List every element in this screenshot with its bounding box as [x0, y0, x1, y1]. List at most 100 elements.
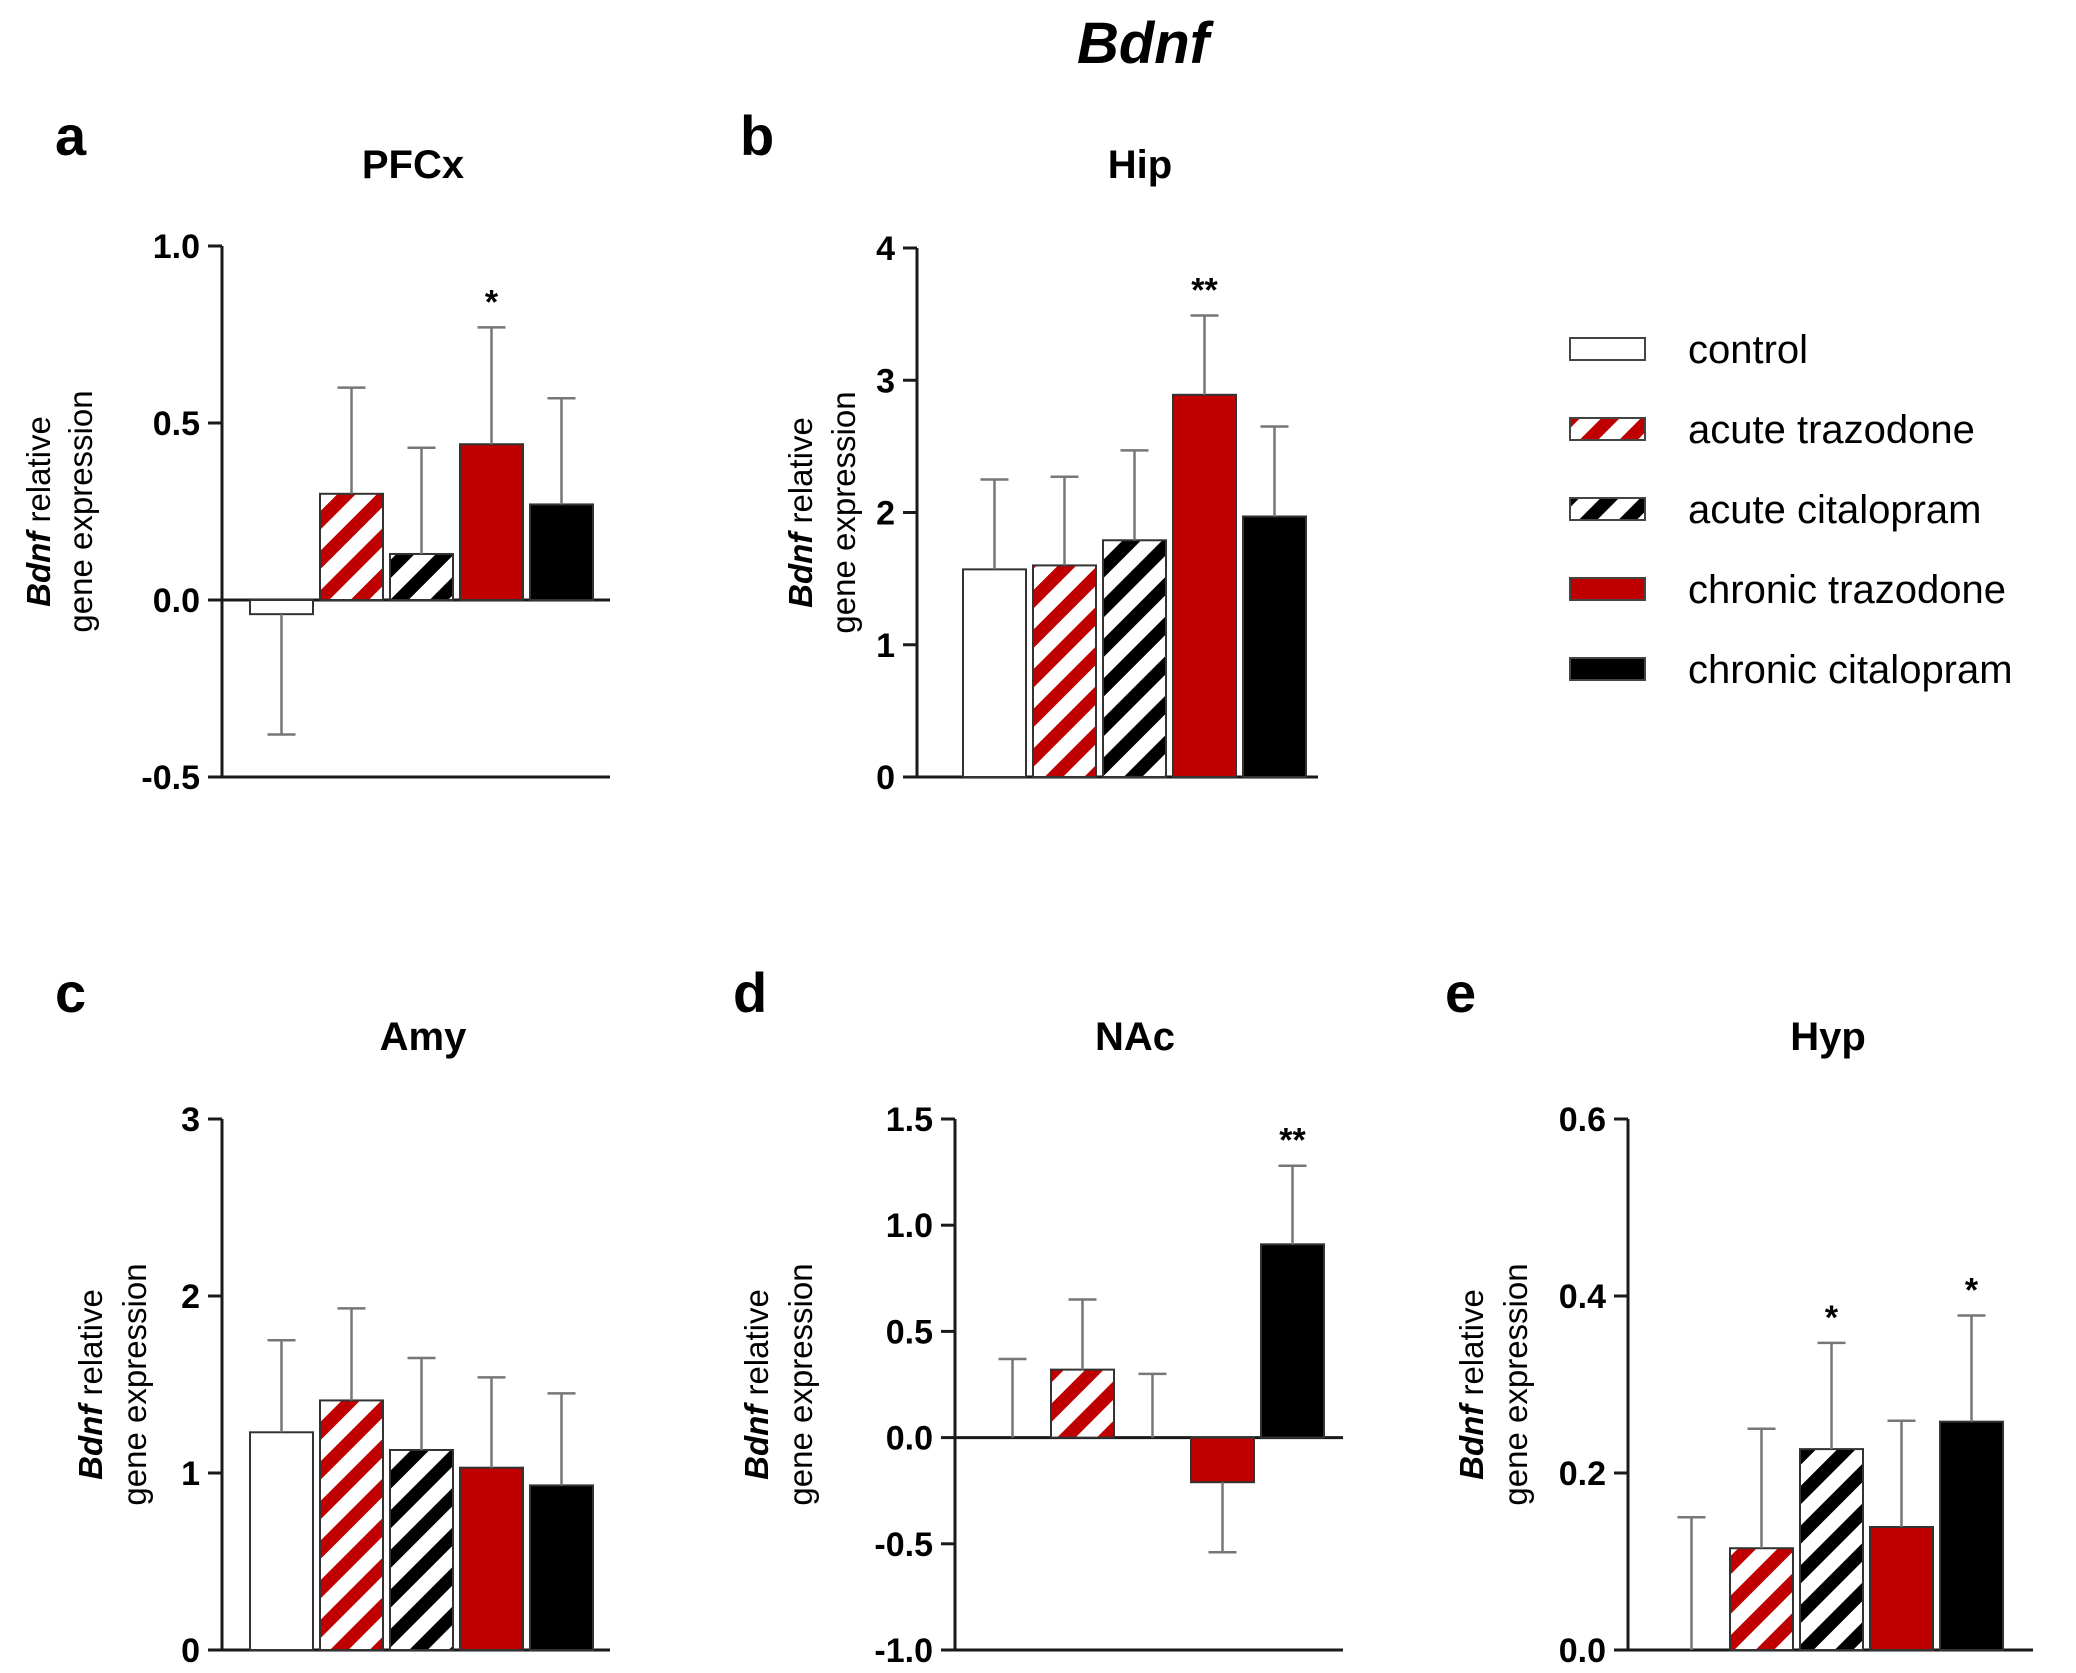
bar-chronic-citalopram — [1260, 1243, 1325, 1439]
bar-chronic-trazodone — [459, 1466, 524, 1651]
y-axis-label-rest: relative — [782, 417, 819, 533]
y-tick-label: 2 — [181, 1278, 200, 1316]
bar-acute-trazodone — [1050, 1368, 1115, 1439]
legend-item: acute citalopram — [1569, 488, 1981, 532]
y-axis-label-line2: gene expression — [116, 1263, 153, 1505]
legend-swatch — [1569, 657, 1646, 681]
panel-c: c Amy Bdnf relative gene expression 0 1 2 3 — [55, 961, 610, 1670]
y-tick-label: 1.0 — [886, 1207, 933, 1245]
bar-acute-trazodone — [1032, 564, 1097, 779]
y-tick-label: 0.6 — [1559, 1101, 1606, 1139]
y-axis-label-rest: relative — [20, 416, 57, 532]
bar-acute-trazodone — [319, 492, 384, 601]
y-axis-label-line1: Bdnf relative — [782, 417, 819, 608]
bar-chronic-trazodone — [1172, 393, 1237, 778]
panel-letter: a — [55, 104, 87, 167]
panel-a: a PFCx Bdnf relative gene expression -0.5 0.0… — [20, 104, 610, 797]
legend-item: chronic citalopram — [1569, 648, 2013, 692]
significance-marker: * — [1825, 1299, 1839, 1337]
y-axis-label-line1: Bdnf relative — [1453, 1289, 1490, 1480]
y-axis-label-gene: Bdnf — [738, 1402, 775, 1480]
bar-acute-citalopram — [1102, 539, 1167, 779]
y-axis-label-line2: gene expression — [782, 1263, 819, 1505]
legend-label: chronic trazodone — [1688, 568, 2006, 612]
panel-title: NAc — [1095, 1015, 1175, 1059]
y-axis-label-gene: Bdnf — [1453, 1402, 1490, 1480]
y-axis-label-line1: Bdnf relative — [72, 1289, 109, 1480]
bar-chronic-trazodone — [459, 443, 524, 601]
bar-chronic-citalopram — [529, 503, 594, 602]
legend-swatch — [1569, 497, 1646, 521]
panel-title: Hip — [1108, 143, 1172, 187]
panel-letter: e — [1445, 961, 1476, 1024]
y-axis-label-rest: relative — [72, 1289, 109, 1405]
significance-marker: ** — [1279, 1122, 1306, 1160]
significance-marker: * — [485, 283, 499, 321]
y-axis-label-line2: gene expression — [1497, 1263, 1534, 1505]
y-axis-label-line1: Bdnf relative — [20, 416, 57, 607]
y-tick-label: -0.5 — [874, 1526, 933, 1564]
y-axis-label-gene: Bdnf — [72, 1402, 109, 1480]
y-axis-label-line2: gene expression — [825, 391, 862, 633]
bar-chronic-trazodone — [1869, 1525, 1934, 1651]
y-tick-label: 0.2 — [1559, 1455, 1606, 1493]
y-tick-label: 1 — [876, 627, 895, 665]
legend-item: control — [1569, 328, 1808, 372]
panel-d: d NAc Bdnf relative gene expression -1.0 -0.5… — [733, 961, 1343, 1670]
legend-label: acute citalopram — [1688, 488, 1981, 532]
y-axis-label-rest: relative — [1453, 1289, 1490, 1405]
legend-item: acute trazodone — [1569, 408, 1975, 452]
bar-control — [249, 599, 314, 616]
legend-swatch — [1569, 577, 1646, 601]
y-tick-label: -1.0 — [874, 1632, 933, 1670]
y-tick-label: 0 — [876, 759, 895, 797]
y-axis-label-rest: relative — [738, 1289, 775, 1405]
bar-chronic-trazodone — [1190, 1436, 1255, 1484]
legend-label: control — [1688, 328, 1808, 372]
bar-acute-trazodone — [319, 1399, 384, 1652]
panel-b: b Hip Bdnf relative gene expression 0 1 2 3 4 ** — [740, 104, 1318, 797]
legend-item: chronic trazodone — [1569, 568, 2006, 612]
y-axis-label-line1: Bdnf relative — [738, 1289, 775, 1480]
legend-swatch — [1569, 417, 1646, 441]
legend: control acute trazodone acute citalopram ch… — [1569, 328, 2013, 692]
legend-swatch — [1569, 337, 1646, 361]
y-axis-label-line2: gene expression — [62, 390, 99, 632]
y-axis-label-gene: Bdnf — [782, 530, 819, 608]
figure-title: Bdnf — [1077, 11, 1215, 76]
legend-label: chronic citalopram — [1688, 648, 2013, 692]
y-tick-label: 0.4 — [1559, 1278, 1606, 1316]
y-tick-label: 0.0 — [886, 1420, 933, 1458]
y-tick-label: 0.0 — [153, 582, 200, 620]
panel-title: Hyp — [1790, 1015, 1866, 1059]
panel-letter: d — [733, 961, 767, 1024]
legend-label: acute trazodone — [1688, 408, 1975, 452]
panel-title: PFCx — [362, 143, 464, 187]
bar-acute-citalopram — [389, 552, 454, 601]
y-tick-label: 0.5 — [153, 405, 200, 443]
panel-title: Amy — [380, 1015, 467, 1059]
bar-acute-citalopram — [389, 1448, 454, 1651]
y-tick-label: 1.5 — [886, 1101, 933, 1139]
y-tick-label: 4 — [876, 230, 895, 268]
y-tick-label: 3 — [876, 362, 895, 400]
y-tick-label: 0.5 — [886, 1313, 933, 1351]
y-tick-label: 3 — [181, 1101, 200, 1139]
y-tick-label: 0 — [181, 1632, 200, 1670]
bar-acute-trazodone — [1729, 1547, 1794, 1651]
y-tick-label: 0.0 — [1559, 1632, 1606, 1670]
bar-chronic-citalopram — [1242, 515, 1307, 779]
panel-letter: b — [740, 104, 774, 167]
bar-chronic-citalopram — [529, 1484, 594, 1652]
bar-chronic-citalopram — [1939, 1420, 2004, 1652]
panel-e: e Hyp Bdnf relative gene expression 0.0 0.2 0.… — [1445, 961, 2033, 1670]
panel-letter: c — [55, 961, 86, 1024]
bar-acute-citalopram — [1799, 1448, 1864, 1651]
significance-marker: * — [1965, 1271, 1979, 1309]
y-tick-label: -0.5 — [141, 759, 200, 797]
bar-control — [249, 1431, 314, 1652]
y-tick-label: 1 — [181, 1455, 200, 1493]
y-axis-label-gene: Bdnf — [20, 529, 57, 607]
